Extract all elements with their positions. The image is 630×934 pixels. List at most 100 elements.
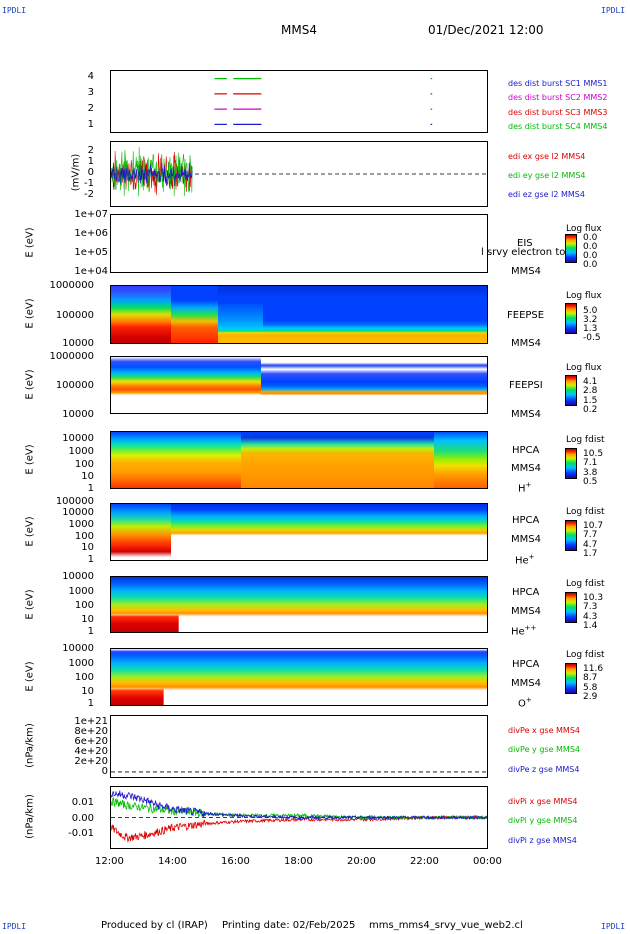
hpca-o-heatmap-early	[111, 649, 164, 705]
x-tick-label: 18:00	[284, 856, 313, 867]
feepsi-ytick: 10000	[62, 409, 94, 420]
hpca-hepp-cbar-val: 4.3	[583, 612, 598, 622]
divpe-ytick: 1e+21	[74, 716, 108, 727]
efield-legend-x: edi ex gse l2 MMS4	[508, 152, 586, 161]
hpca-h-ytick: 10000	[62, 433, 94, 444]
corner-label-br: IPDLI	[601, 922, 626, 931]
burst-ytick: 3	[87, 87, 94, 98]
hpca-h-colorbar	[565, 448, 577, 479]
hpca-h-instrument: HPCA	[512, 445, 540, 456]
burst-ytick: 1	[87, 119, 94, 130]
hpca-h-ytick: 10	[81, 471, 94, 482]
hpca-hepp-tickmarks	[488, 576, 498, 633]
hpca-h-ytick: 1000	[68, 446, 94, 457]
hpca-o-colorbar	[565, 663, 577, 694]
feepse-instrument: FEEPSE	[507, 310, 545, 321]
hpca-o-ytick: 10	[81, 686, 94, 697]
eis-tickmarks	[488, 214, 498, 273]
x-tick-label: 20:00	[347, 856, 376, 867]
burst-plot	[214, 78, 433, 125]
divpe-legend-z: divPe z gse MMS4	[508, 765, 580, 774]
divpe-ytick: 8e+20	[74, 726, 108, 737]
hpca-he-species-name: He	[515, 555, 529, 567]
feepse-ytick: 10000	[62, 338, 94, 349]
divpe-legend-x: divPe x gse MMS4	[508, 726, 580, 735]
feepsi-cbar-title: Log flux	[566, 363, 602, 373]
hpca-h-ytick: 1	[87, 483, 94, 494]
hpca-o-cbar-val: 5.8	[583, 683, 598, 693]
hpca-hepp-cbar-val: 7.3	[583, 602, 598, 612]
eis-ytick: 1e+06	[74, 228, 108, 239]
divpe-ytick: 6e+20	[74, 736, 108, 747]
datetime-title: 01/Dec/2021 12:00	[428, 23, 544, 37]
divpe-ytick: 0	[101, 766, 108, 777]
corner-label-bl: IPDLI	[2, 922, 27, 931]
hpca-he-cbar-val: 7.7	[583, 530, 598, 540]
feepse-heatmap-transition	[171, 286, 218, 343]
hpca-h-species-charge: +	[525, 481, 532, 489]
divpi-series-line	[111, 797, 487, 821]
footer-produced-by: Produced by cl (IRAP)	[101, 920, 208, 931]
hpca-h-spacecraft: MMS4	[511, 463, 541, 474]
feepsi-heatmap-early	[111, 357, 261, 413]
hpca-he-species-charge: +	[528, 553, 535, 561]
hpca-hepp-cbar-val: 10.3	[583, 593, 604, 603]
feepsi-cbar-val: 2.8	[583, 386, 598, 396]
hpca-o-panel	[110, 648, 488, 706]
eis-ytick: 1e+04	[74, 266, 108, 277]
hpca-he-colorbar	[565, 520, 577, 551]
x-tick-label: 00:00	[473, 856, 502, 867]
feepse-ytick: 100000	[55, 310, 94, 321]
hpca-he-species: He+	[515, 553, 535, 566]
hpca-o-cbar-title: Log fdist	[566, 650, 605, 660]
eis-instrument: EIS	[517, 238, 533, 249]
eis-cbar-val: 0.0	[583, 233, 598, 243]
hpca-he-instrument: HPCA	[512, 515, 540, 526]
hpca-h-cbar-val: 10.5	[583, 449, 604, 459]
eis-colorbar	[565, 234, 577, 263]
feepsi-cbar-val: 4.1	[583, 377, 598, 387]
x-tick-label: 14:00	[158, 856, 187, 867]
eis-cbar-val: 0.0	[583, 251, 598, 261]
divpi-panel	[110, 786, 488, 849]
hpca-hepp-ytick: 10	[81, 614, 94, 625]
hpca-he-cbar-title: Log fdist	[566, 507, 605, 517]
divpe-ytick: 2e+20	[74, 756, 108, 767]
divpi-series-line	[111, 814, 487, 843]
hpca-he-ytick: 1	[87, 554, 94, 565]
hpca-o-heatmap-bg	[111, 649, 487, 705]
hpca-hepp-ytick: 1	[87, 626, 94, 637]
feepse-cbar-val: 5.0	[583, 306, 598, 316]
hpca-hepp-species-charge: ++	[524, 624, 537, 632]
hpca-o-spacecraft: MMS4	[511, 678, 541, 689]
hpca-hepp-cbar-val: 1.4	[583, 621, 598, 631]
eis-spacecraft: MMS4	[511, 266, 541, 277]
hpca-h-cbar-val: 7.1	[583, 458, 598, 468]
eis-cbar-title: Log flux	[566, 224, 602, 234]
hpca-o-cbar-val: 11.6	[583, 664, 604, 674]
hpca-h-panel	[110, 431, 488, 489]
hpca-o-species-charge: +	[525, 696, 532, 704]
feepsi-tickmarks	[488, 356, 498, 414]
hpca-he-ytick: 10000	[62, 507, 94, 518]
feepse-cbar-val: -0.5	[583, 333, 601, 343]
hpca-o-ytick: 1	[87, 698, 94, 709]
divpe-ytick: 4e+20	[74, 746, 108, 757]
hpca-h-ytick: 100	[74, 459, 94, 470]
eis-cbar-val: 0.0	[583, 260, 598, 270]
eis-cbar-val: 0.0	[583, 242, 598, 252]
hpca-he-ytick: 100	[74, 531, 94, 542]
hpca-hepp-species: He++	[511, 624, 536, 637]
footer-filename: mms_mms4_srvy_vue_web2.cl	[369, 920, 523, 931]
hpca-he-spacecraft: MMS4	[511, 534, 541, 545]
efield-legend-z: edi ez gse l2 MMS4	[508, 190, 585, 199]
corner-label-tr: IPDLI	[601, 6, 626, 15]
hpca-he-cbar-val: 10.7	[583, 521, 604, 531]
hpca-hepp-panel	[110, 576, 488, 633]
efield-ytick: 0	[87, 167, 94, 178]
burst-panel	[110, 70, 488, 133]
hpca-o-instrument: HPCA	[512, 659, 540, 670]
efield-panel	[110, 141, 488, 207]
divpe-legend-y: divPe y gse MMS4	[508, 745, 580, 754]
hpca-hepp-ytick: 1000	[68, 586, 94, 597]
